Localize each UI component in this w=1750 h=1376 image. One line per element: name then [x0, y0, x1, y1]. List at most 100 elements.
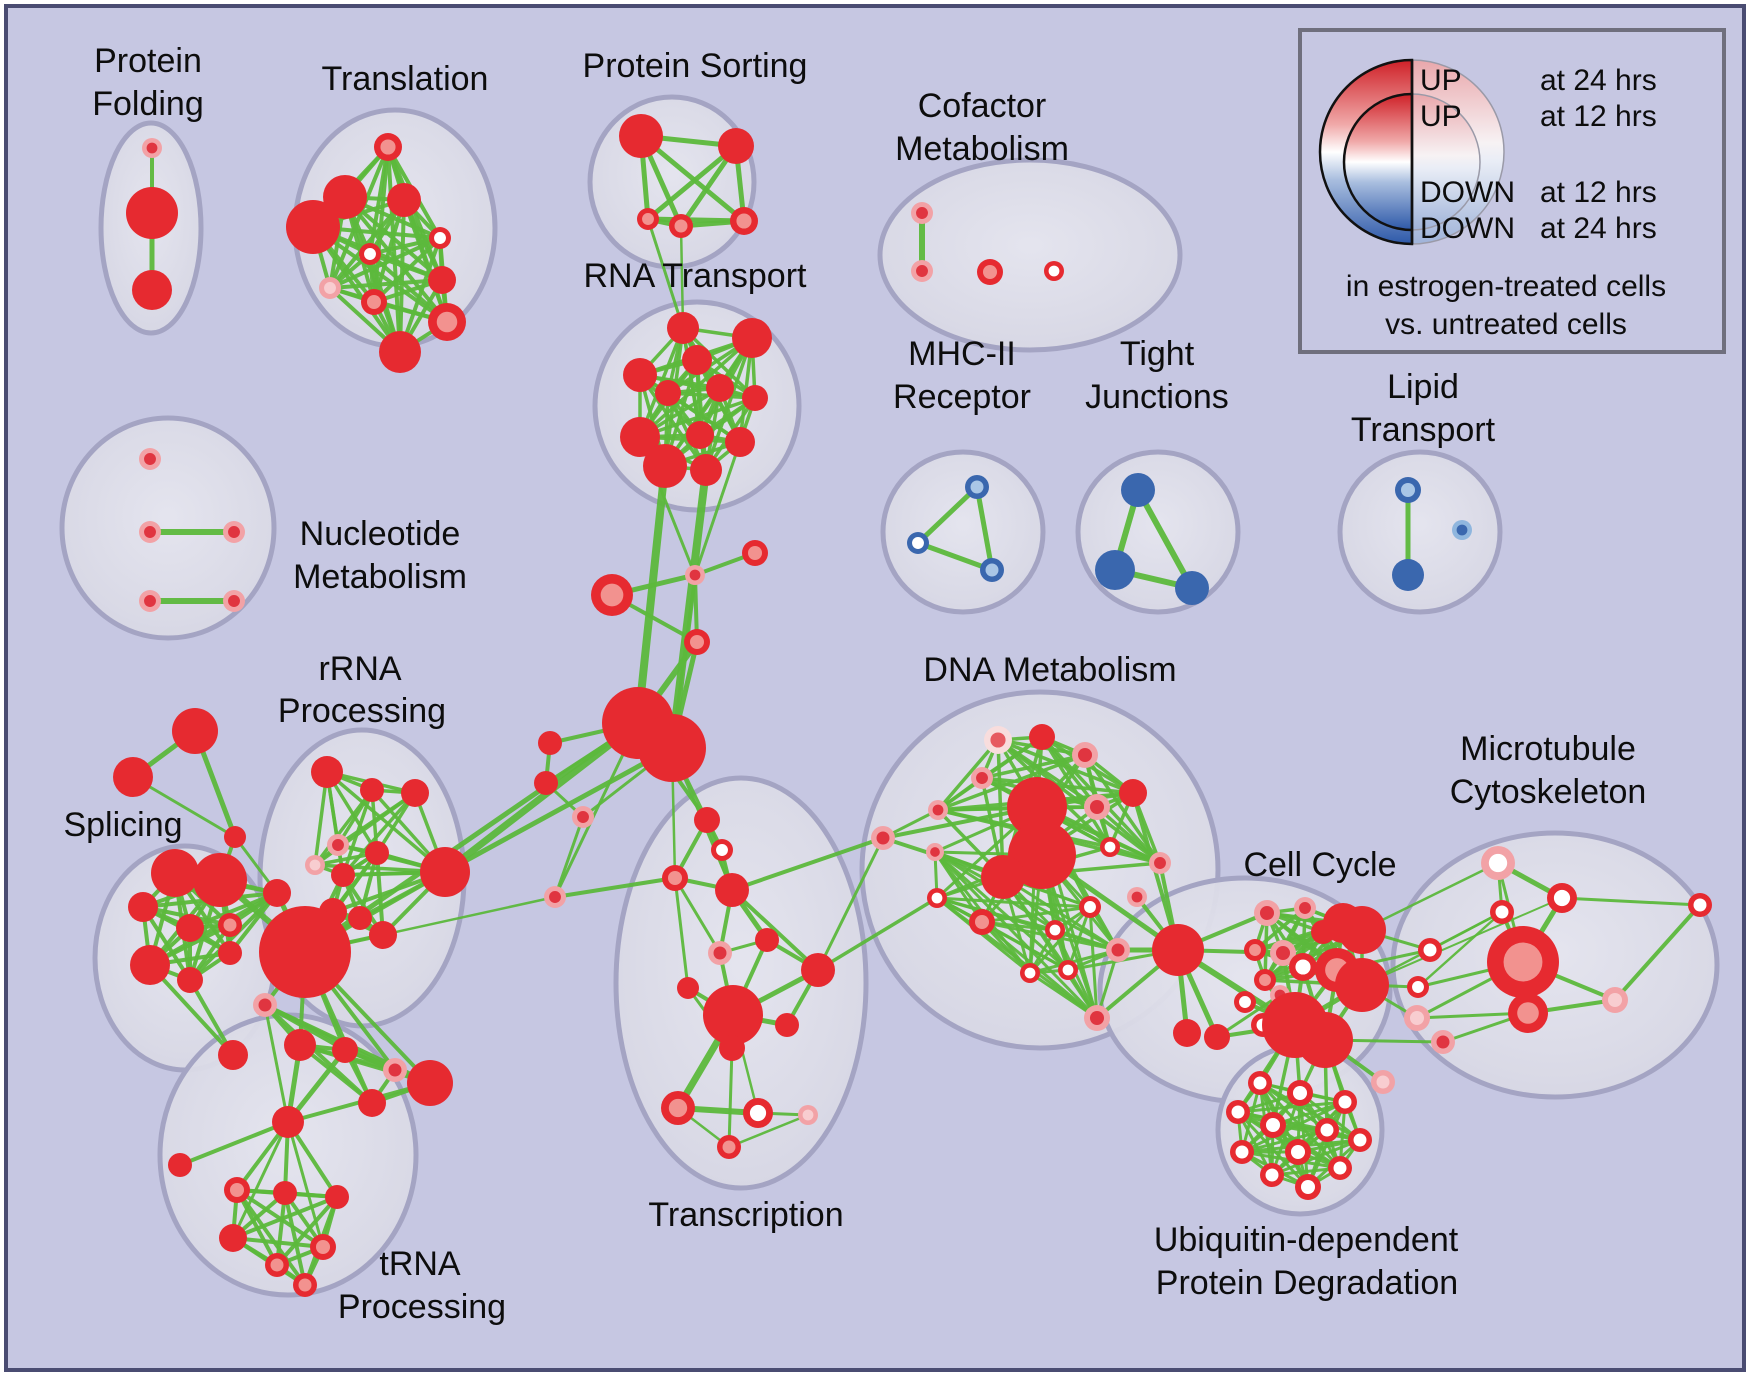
network-node [139, 448, 161, 470]
cluster-label: Folding [92, 85, 204, 123]
network-node [1348, 1128, 1372, 1152]
network-edge [980, 920, 1070, 972]
network-node [928, 800, 948, 820]
network-edge [178, 1120, 290, 1167]
network-node [1688, 893, 1712, 917]
network-node [1315, 1118, 1339, 1142]
network-node [755, 928, 779, 952]
network-node [662, 865, 688, 891]
network-edge [1361, 897, 1563, 986]
network-node [661, 1091, 695, 1125]
network-edge [231, 1120, 290, 1240]
cluster-label: Cofactor [918, 87, 1047, 125]
network-node [718, 128, 754, 164]
network-node [1045, 920, 1065, 940]
network-node [420, 847, 470, 897]
network-node [331, 863, 355, 887]
network-node [1008, 821, 1076, 889]
network-edge [730, 888, 820, 972]
network-edge [974, 484, 995, 573]
network-edge [1040, 735, 1112, 849]
cluster-label: Metabolism [895, 130, 1069, 168]
network-edge [936, 738, 1000, 812]
network-node [151, 849, 199, 897]
network-node [717, 1135, 741, 1159]
network-edge [1001, 875, 1120, 952]
network-node [1508, 993, 1548, 1033]
network-node [684, 629, 710, 655]
network-node [139, 590, 161, 612]
network-node [284, 1029, 316, 1061]
network-node [259, 906, 351, 998]
network-node [1173, 1019, 1201, 1047]
network-edge [275, 1191, 287, 1267]
network-node [534, 771, 558, 795]
network-node [926, 843, 944, 861]
network-node [1335, 958, 1389, 1012]
network-node [1490, 900, 1514, 924]
network-node [218, 913, 242, 937]
cluster-label: Nucleotide [300, 515, 461, 553]
network-edge [553, 815, 585, 899]
network-node [1226, 1100, 1250, 1124]
network-node [193, 853, 247, 907]
network-node [1106, 938, 1130, 962]
network-node [218, 941, 242, 965]
network-edge [704, 336, 754, 472]
cluster-ellipse-protein-sorting [587, 94, 757, 270]
network-node [1127, 887, 1147, 907]
network-node [965, 475, 989, 499]
network-edge [1088, 905, 1099, 1020]
cluster-label: Processing [278, 692, 446, 730]
network-node [1149, 852, 1171, 874]
network-edge [1428, 910, 1504, 952]
network-node [1547, 883, 1577, 913]
network-edge [325, 770, 447, 874]
cluster-label: Protein [94, 42, 202, 80]
network-node [686, 421, 714, 449]
network-node [128, 892, 158, 922]
network-node [715, 873, 749, 907]
network-node [703, 985, 763, 1045]
cluster-label: Junctions [1085, 378, 1229, 416]
network-node [719, 1035, 745, 1061]
network-node [113, 757, 153, 797]
network-node [572, 806, 594, 828]
network-edge [679, 224, 685, 330]
network-node [1371, 1070, 1395, 1094]
network-node [1084, 794, 1110, 820]
cluster-label: Metabolism [293, 558, 467, 596]
network-node [429, 227, 451, 249]
network-edge [915, 540, 995, 573]
network-node [273, 1181, 297, 1205]
network-node [871, 826, 895, 850]
network-node [1254, 969, 1276, 991]
network-node [1204, 1024, 1230, 1050]
network-edge [275, 1195, 339, 1267]
network-node [359, 243, 381, 265]
cluster-label: Transport [1351, 411, 1496, 449]
network-edge [673, 876, 690, 990]
network-node [428, 266, 456, 294]
network-node [176, 914, 204, 942]
network-node [637, 208, 659, 230]
network-edge [442, 745, 675, 875]
network-edge [372, 236, 442, 304]
network-node [971, 767, 993, 789]
network-node [1244, 939, 1266, 961]
legend-row-label: DOWN [1420, 176, 1515, 209]
network-node [1395, 477, 1421, 503]
legend-row-time: at 24 hrs [1540, 64, 1657, 97]
network-node [732, 318, 772, 358]
network-node [742, 540, 768, 566]
network-edge [681, 326, 757, 400]
network-node [667, 312, 699, 344]
network-node [544, 886, 566, 908]
network-node [142, 138, 162, 158]
network-node [130, 945, 170, 985]
network-node [286, 200, 340, 254]
network-edge [727, 1113, 810, 1149]
network-node [694, 807, 720, 833]
network-node [1487, 926, 1559, 998]
